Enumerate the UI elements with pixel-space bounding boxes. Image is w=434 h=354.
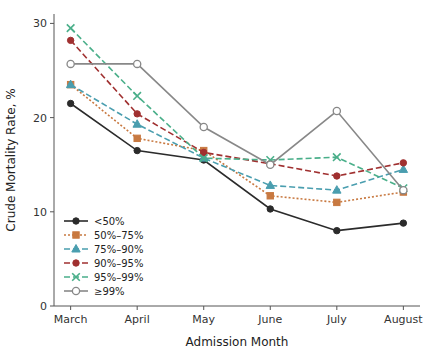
point — [67, 37, 73, 43]
legend-marker — [72, 273, 80, 281]
series-line — [71, 85, 404, 203]
point — [334, 199, 340, 205]
point — [133, 120, 141, 128]
legend-label: 95%–99% — [94, 272, 143, 283]
legend-label: <50% — [94, 216, 125, 227]
point — [134, 135, 140, 141]
y-tick — [50, 117, 54, 118]
legend-marker — [73, 218, 79, 224]
point — [200, 154, 208, 162]
legend-item: 75%–90% — [64, 244, 143, 255]
series — [67, 81, 406, 205]
legend-item: 95%–99% — [64, 272, 143, 283]
legend-label: ≥99% — [94, 286, 125, 297]
x-tick — [270, 306, 271, 310]
x-tick-label: April — [125, 313, 150, 326]
legend-label: 50%–75% — [94, 230, 143, 241]
point — [267, 161, 274, 168]
point — [267, 193, 273, 199]
point — [333, 186, 341, 194]
point — [333, 107, 340, 114]
x-axis-label: Admission Month — [186, 335, 289, 349]
legend-marker — [72, 245, 80, 253]
point — [267, 206, 273, 212]
point — [400, 220, 406, 226]
y-tick — [50, 23, 54, 24]
series-line — [71, 103, 404, 230]
point — [134, 111, 140, 117]
point — [201, 149, 207, 155]
legend-item: 90%–95% — [64, 258, 143, 269]
series — [67, 24, 407, 192]
legend-item: 50%–75% — [64, 230, 143, 241]
x-tick-label: May — [192, 313, 215, 326]
legend: <50% 50%–75% 75%–90% 90%–95% 95%–99% ≥99% — [64, 216, 143, 297]
y-tick-label: 10 — [33, 206, 47, 219]
chart-container: 0 10 20 30 March April May June July August Admiss… — [0, 0, 434, 354]
y-tick — [50, 306, 54, 307]
point — [67, 60, 74, 67]
point — [400, 160, 406, 166]
series-line — [71, 28, 404, 188]
x-tick-label: March — [54, 313, 88, 326]
series — [67, 60, 407, 193]
legend-item: ≥99% — [64, 286, 125, 297]
y-tick-label: 0 — [40, 300, 47, 313]
x-tick-label: August — [384, 313, 423, 326]
chart: 0 10 20 30 March April May June July August Admiss… — [0, 0, 434, 354]
x-tick — [403, 306, 404, 310]
x-tick — [137, 306, 138, 310]
legend-label: 90%–95% — [94, 258, 143, 269]
point — [66, 80, 74, 88]
x-tick-label: July — [326, 313, 347, 326]
plot-area — [66, 24, 407, 234]
x-tick — [336, 306, 337, 310]
point — [200, 123, 207, 130]
point — [266, 181, 274, 189]
y-axis-label: Crude Mortality Rate, % — [4, 88, 18, 231]
series-line — [71, 64, 404, 190]
y-tick — [50, 211, 54, 212]
axes: 0 10 20 30 March April May June July August — [33, 14, 423, 326]
point — [67, 24, 75, 32]
legend-marker — [72, 287, 79, 294]
x-axis-line — [54, 306, 420, 307]
legend-marker — [73, 232, 79, 238]
point — [133, 92, 141, 100]
legend-item: <50% — [64, 216, 125, 227]
series — [67, 37, 406, 179]
series — [67, 100, 406, 234]
y-tick-label: 20 — [33, 112, 47, 125]
y-tick-label: 30 — [33, 17, 47, 30]
x-tick — [70, 306, 71, 310]
series — [66, 80, 407, 193]
point — [334, 227, 340, 233]
point — [333, 153, 341, 161]
series-line — [71, 85, 404, 190]
series-line — [71, 40, 404, 176]
x-tick-label: June — [257, 313, 282, 326]
legend-marker — [73, 260, 79, 266]
point — [334, 173, 340, 179]
point — [400, 187, 407, 194]
x-tick — [203, 306, 204, 310]
y-axis-line — [54, 14, 55, 306]
point — [134, 147, 140, 153]
point — [67, 100, 73, 106]
point — [134, 60, 141, 67]
legend-label: 75%–90% — [94, 244, 143, 255]
